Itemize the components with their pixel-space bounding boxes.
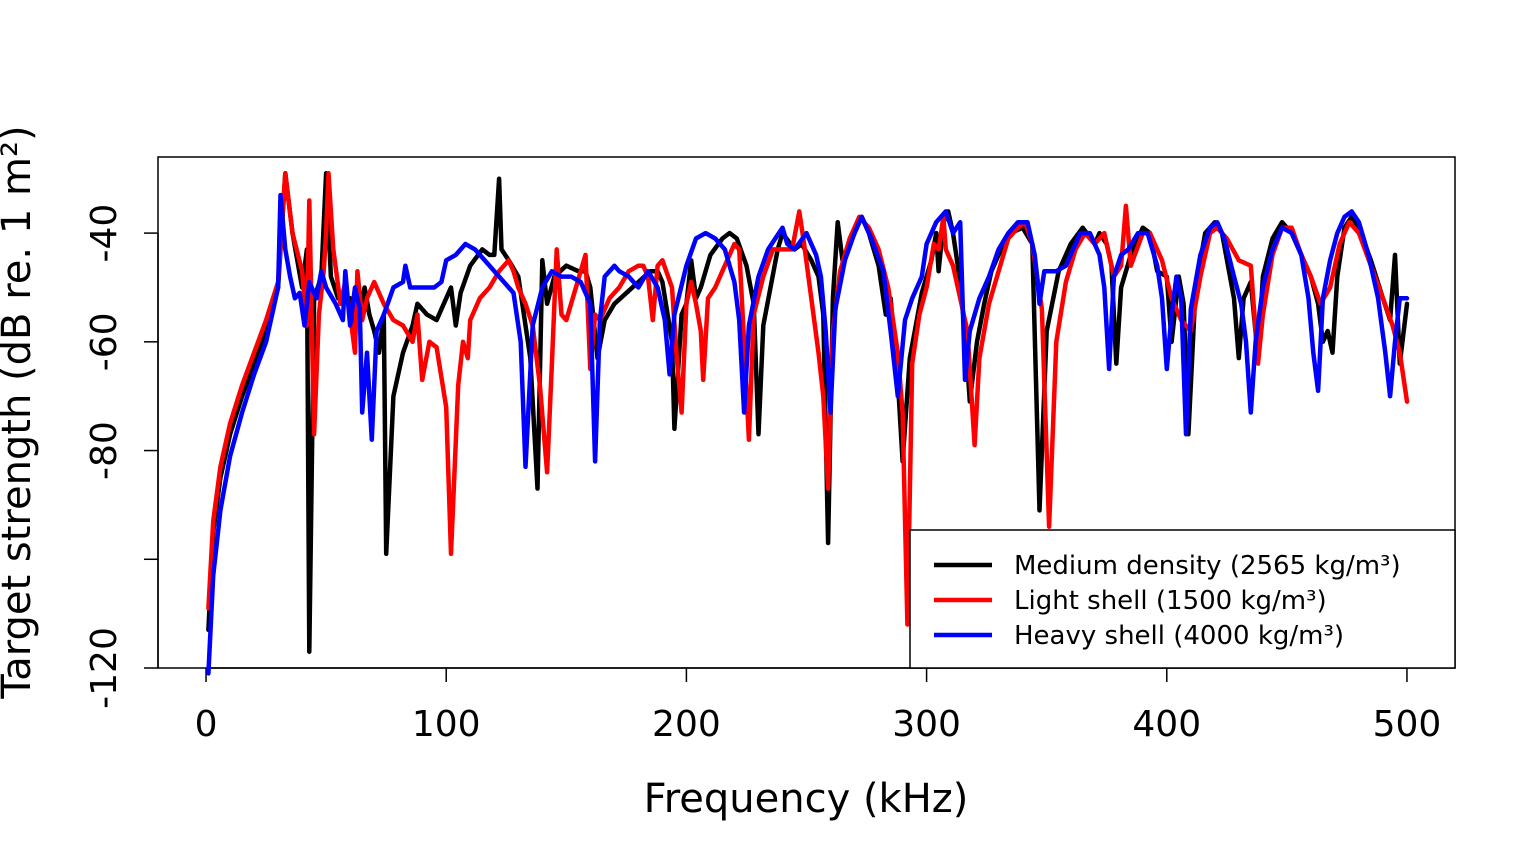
legend-label-2: Heavy shell (4000 kg/m³) (1014, 621, 1344, 651)
series-lines (206, 171, 1410, 676)
y-axis-label: Target strength (dB re. 1 m²) (0, 125, 40, 699)
x-tick-label: 200 (652, 704, 721, 745)
legend-label-1: Light shell (1500 kg/m³) (1014, 586, 1327, 616)
y-tick-label: -60 (84, 312, 125, 371)
y-tick-label: -40 (84, 204, 125, 263)
x-tick-label: 300 (892, 704, 961, 745)
y-tick-label: -120 (84, 627, 125, 709)
y-axis: -120 -80 -60 -40 (84, 204, 159, 709)
legend: Medium density (2565 kg/m³) Light shell (… (909, 529, 1456, 669)
series-line-2 (206, 192, 1410, 676)
x-axis-label: Frequency (kHz) (644, 776, 969, 822)
x-tick-label: 500 (1373, 704, 1442, 745)
x-tick-label: 400 (1132, 704, 1201, 745)
legend-box (909, 529, 1456, 669)
x-tick-label: 0 (195, 704, 218, 745)
legend-label-0: Medium density (2565 kg/m³) (1014, 551, 1401, 581)
x-tick-label: 100 (412, 704, 481, 745)
x-axis: 0 100 200 300 400 500 (195, 667, 1442, 745)
y-tick-label: -80 (84, 421, 125, 480)
